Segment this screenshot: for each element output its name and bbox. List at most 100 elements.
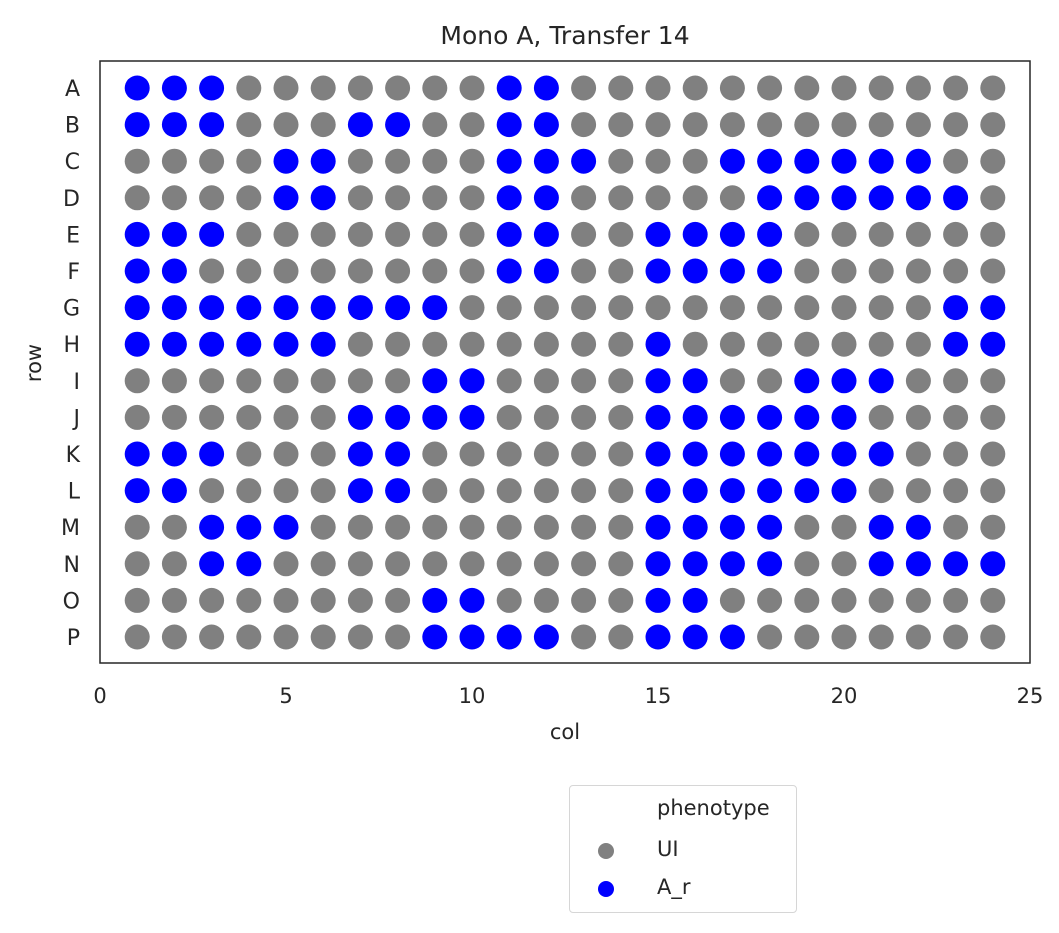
point-M14-ui [608,514,634,540]
point-H10-ui [459,331,485,357]
point-F19-ui [794,258,820,284]
point-K22-ui [905,441,931,467]
point-F2-a-r [161,258,187,284]
point-G23-a-r [943,295,969,321]
point-M12-ui [533,514,559,540]
y-axis-label: row [22,344,46,382]
y-tick-label-i: I [74,370,81,395]
point-N23-a-r [943,551,969,577]
point-G14-ui [608,295,634,321]
x-tick-label-15: 15 [645,684,672,708]
point-N18-a-r [757,551,783,577]
point-A8-ui [385,75,411,101]
point-H22-ui [905,331,931,357]
point-G16-ui [682,295,708,321]
point-M1-ui [124,514,150,540]
point-P10-a-r [459,624,485,650]
point-D14-ui [608,185,634,211]
point-K6-ui [310,441,336,467]
point-F5-ui [273,258,299,284]
point-K4-ui [236,441,262,467]
point-K12-ui [533,441,559,467]
point-M5-a-r [273,514,299,540]
point-L16-a-r [682,478,708,504]
point-B21-ui [868,112,894,138]
legend-label-ui: UI [657,837,679,861]
point-E1-a-r [124,221,150,247]
point-N21-a-r [868,551,894,577]
point-L22-ui [905,478,931,504]
point-K7-a-r [347,441,373,467]
point-O1-ui [124,587,150,613]
point-F14-ui [608,258,634,284]
point-L19-a-r [794,478,820,504]
point-G6-a-r [310,295,336,321]
point-B19-ui [794,112,820,138]
point-M23-ui [943,514,969,540]
point-K15-a-r [645,441,671,467]
point-O7-ui [347,587,373,613]
point-H17-ui [719,331,745,357]
point-N10-ui [459,551,485,577]
point-O14-ui [608,587,634,613]
point-F4-ui [236,258,262,284]
point-C22-a-r [905,148,931,174]
point-F1-a-r [124,258,150,284]
point-L6-ui [310,478,336,504]
point-H14-ui [608,331,634,357]
point-I9-a-r [422,368,448,394]
point-C24-ui [980,148,1006,174]
point-H8-ui [385,331,411,357]
point-A5-ui [273,75,299,101]
point-D16-ui [682,185,708,211]
point-E8-ui [385,221,411,247]
legend: phenotype UI A_r [569,785,797,913]
point-L2-a-r [161,478,187,504]
point-M8-ui [385,514,411,540]
point-I1-ui [124,368,150,394]
point-K17-a-r [719,441,745,467]
point-H23-a-r [943,331,969,357]
point-B6-ui [310,112,336,138]
point-J12-ui [533,404,559,430]
point-L3-ui [199,478,225,504]
point-G2-a-r [161,295,187,321]
point-N19-ui [794,551,820,577]
point-D20-a-r [831,185,857,211]
point-I19-a-r [794,368,820,394]
point-H18-ui [757,331,783,357]
point-H6-a-r [310,331,336,357]
point-C11-a-r [496,148,522,174]
point-P14-ui [608,624,634,650]
point-E22-ui [905,221,931,247]
point-N11-ui [496,551,522,577]
point-P17-a-r [719,624,745,650]
point-J18-a-r [757,404,783,430]
point-P23-ui [943,624,969,650]
point-G12-ui [533,295,559,321]
point-O8-ui [385,587,411,613]
point-O16-a-r [682,587,708,613]
point-D23-a-r [943,185,969,211]
point-A10-ui [459,75,485,101]
point-H3-a-r [199,331,225,357]
point-F15-a-r [645,258,671,284]
point-P8-ui [385,624,411,650]
point-G18-ui [757,295,783,321]
point-C19-a-r [794,148,820,174]
point-N12-ui [533,551,559,577]
point-N15-a-r [645,551,671,577]
point-B7-a-r [347,112,373,138]
point-C16-ui [682,148,708,174]
point-F13-ui [571,258,597,284]
point-E7-ui [347,221,373,247]
point-J15-a-r [645,404,671,430]
point-L23-ui [943,478,969,504]
point-G24-a-r [980,295,1006,321]
point-G19-ui [794,295,820,321]
legend-marker-ui [598,843,614,859]
point-F7-ui [347,258,373,284]
x-axis-label: col [550,720,580,744]
point-L24-ui [980,478,1006,504]
point-F22-ui [905,258,931,284]
